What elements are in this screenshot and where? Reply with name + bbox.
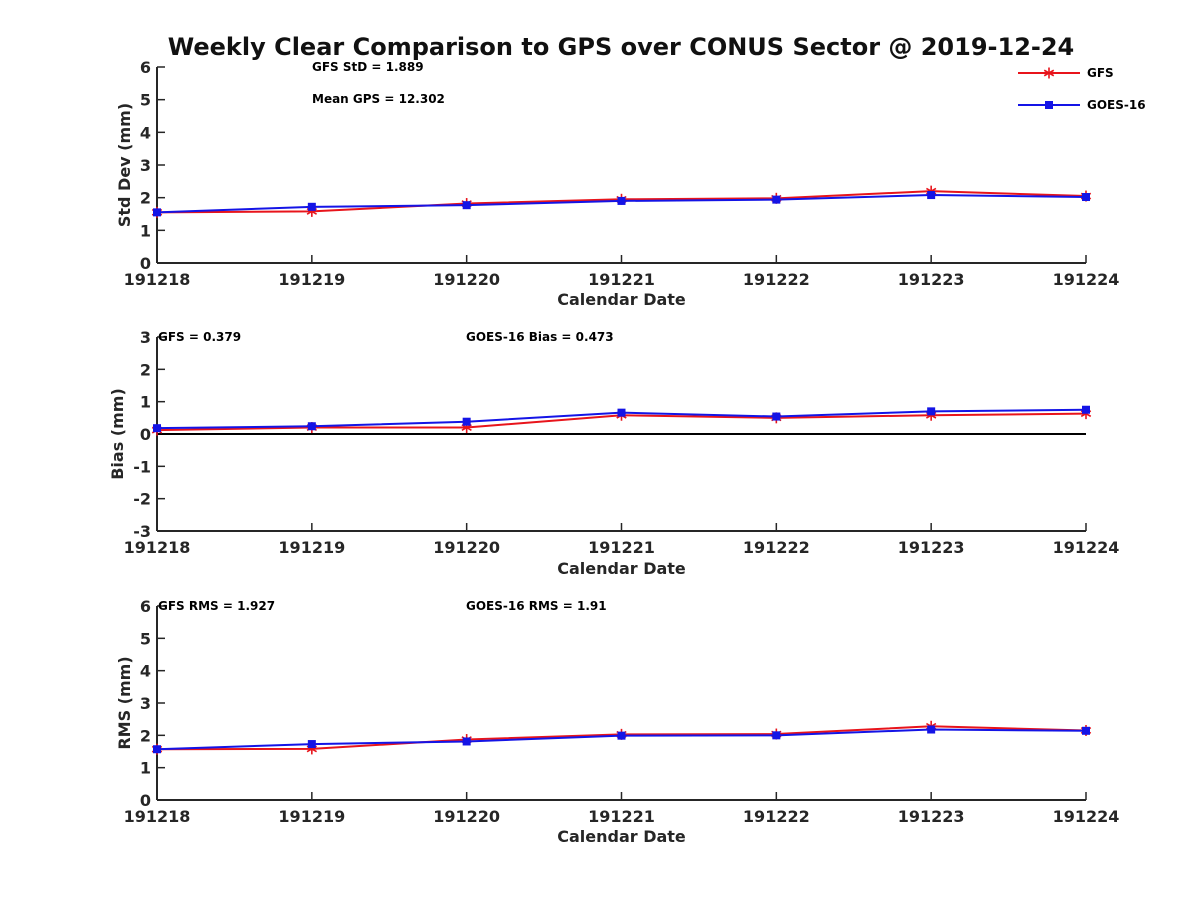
y-tick-label: -3 — [133, 522, 151, 541]
data-point-goes-16 — [307, 740, 316, 749]
y-tick-label: -1 — [133, 457, 151, 476]
x-tick-label: 191219 — [278, 538, 345, 557]
data-point-goes-16 — [927, 191, 936, 200]
data-point-goes-16 — [617, 196, 626, 205]
data-point-goes-16 — [462, 201, 471, 210]
data-point-goes-16 — [462, 417, 471, 426]
data-point-goes-16 — [927, 725, 936, 734]
stat-annotation: GOES-16 Bias = 0.473 — [466, 330, 614, 344]
data-point-goes-16 — [153, 424, 161, 433]
x-tick-label: 191222 — [743, 807, 810, 826]
x-tick-label: 191223 — [898, 270, 965, 289]
y-axis-label: Bias (mm) — [108, 388, 127, 480]
data-point-goes-16 — [772, 195, 781, 204]
y-axis-label: RMS (mm) — [115, 656, 134, 749]
x-tick-label: 191218 — [124, 270, 191, 289]
y-tick-label: 6 — [140, 597, 151, 616]
data-point-goes-16 — [462, 737, 471, 746]
x-axis-label: Calendar Date — [557, 827, 686, 846]
x-tick-label: 191220 — [433, 807, 500, 826]
y-tick-label: -2 — [133, 490, 151, 509]
legend-label: GFS — [1087, 66, 1114, 80]
x-tick-label: 191219 — [278, 270, 345, 289]
data-point-goes-16 — [617, 731, 626, 740]
x-tick-label: 191223 — [898, 807, 965, 826]
y-tick-label: 0 — [140, 791, 151, 810]
data-point-goes-16 — [772, 412, 781, 421]
data-point-goes-16 — [927, 407, 936, 416]
x-tick-label: 191221 — [588, 538, 655, 557]
stat-annotation: GFS RMS = 1.927 — [158, 599, 275, 613]
data-point-goes-16 — [772, 731, 781, 740]
marker-stroke — [1043, 69, 1055, 77]
stat-annotation: GOES-16 RMS = 1.91 — [466, 599, 607, 613]
y-tick-label: 3 — [140, 328, 151, 347]
data-point-goes-16 — [307, 202, 316, 211]
y-tick-label: 6 — [140, 58, 151, 77]
y-tick-label: 3 — [140, 694, 151, 713]
data-point-goes-16 — [307, 422, 316, 431]
data-point-goes-16 — [1082, 405, 1090, 414]
y-tick-label: 1 — [140, 393, 151, 412]
stat-annotation: Mean GPS = 12.302 — [312, 92, 445, 106]
y-tick-label: 4 — [140, 123, 151, 142]
y-tick-label: 5 — [140, 91, 151, 110]
x-tick-label: 191220 — [433, 270, 500, 289]
y-tick-label: 2 — [140, 189, 151, 208]
y-tick-label: 2 — [140, 726, 151, 745]
x-axis-label: Calendar Date — [557, 559, 686, 578]
data-point-goes-16 — [617, 408, 626, 417]
stat-annotation: GFS StD = 1.889 — [312, 60, 424, 74]
legend-label: GOES-16 — [1087, 98, 1146, 112]
y-tick-label: 1 — [140, 221, 151, 240]
x-tick-label: 191222 — [743, 538, 810, 557]
data-point-goes-16 — [153, 208, 161, 217]
y-tick-label: 0 — [140, 254, 151, 273]
subplots: 0 1 2 3 4 5 6 191218 191219 191220 191221 191222 191… — [108, 58, 1119, 846]
stat-annotation: GFS = 0.379 — [158, 330, 241, 344]
x-tick-label: 191223 — [898, 538, 965, 557]
x-tick-label: 191221 — [588, 807, 655, 826]
x-tick-label: 191224 — [1053, 807, 1120, 826]
y-tick-label: 1 — [140, 759, 151, 778]
chart-title: Weekly Clear Comparison to GPS over CONU… — [168, 33, 1075, 61]
y-tick-label: 3 — [140, 156, 151, 175]
data-point-goes-16 — [153, 745, 161, 754]
x-tick-label: 191219 — [278, 807, 345, 826]
legend: GFS GOES-16 — [1018, 66, 1146, 112]
x-tick-label: 191221 — [588, 270, 655, 289]
data-point-goes-16 — [1082, 193, 1090, 202]
x-tick-label: 191224 — [1053, 270, 1120, 289]
x-tick-label: 191218 — [124, 538, 191, 557]
x-tick-label: 191222 — [743, 270, 810, 289]
x-tick-label: 191218 — [124, 807, 191, 826]
y-tick-label: 2 — [140, 360, 151, 379]
x-tick-label: 191224 — [1053, 538, 1120, 557]
x-axis-label: Calendar Date — [557, 290, 686, 309]
y-tick-label: 0 — [140, 425, 151, 444]
data-point-goes-16 — [1082, 726, 1090, 735]
x-tick-label: 191220 — [433, 538, 500, 557]
legend-marker — [1045, 101, 1053, 109]
y-tick-label: 5 — [140, 629, 151, 648]
legend-marker — [1043, 67, 1055, 79]
y-axis-label: Std Dev (mm) — [115, 103, 134, 227]
y-tick-label: 4 — [140, 662, 151, 681]
